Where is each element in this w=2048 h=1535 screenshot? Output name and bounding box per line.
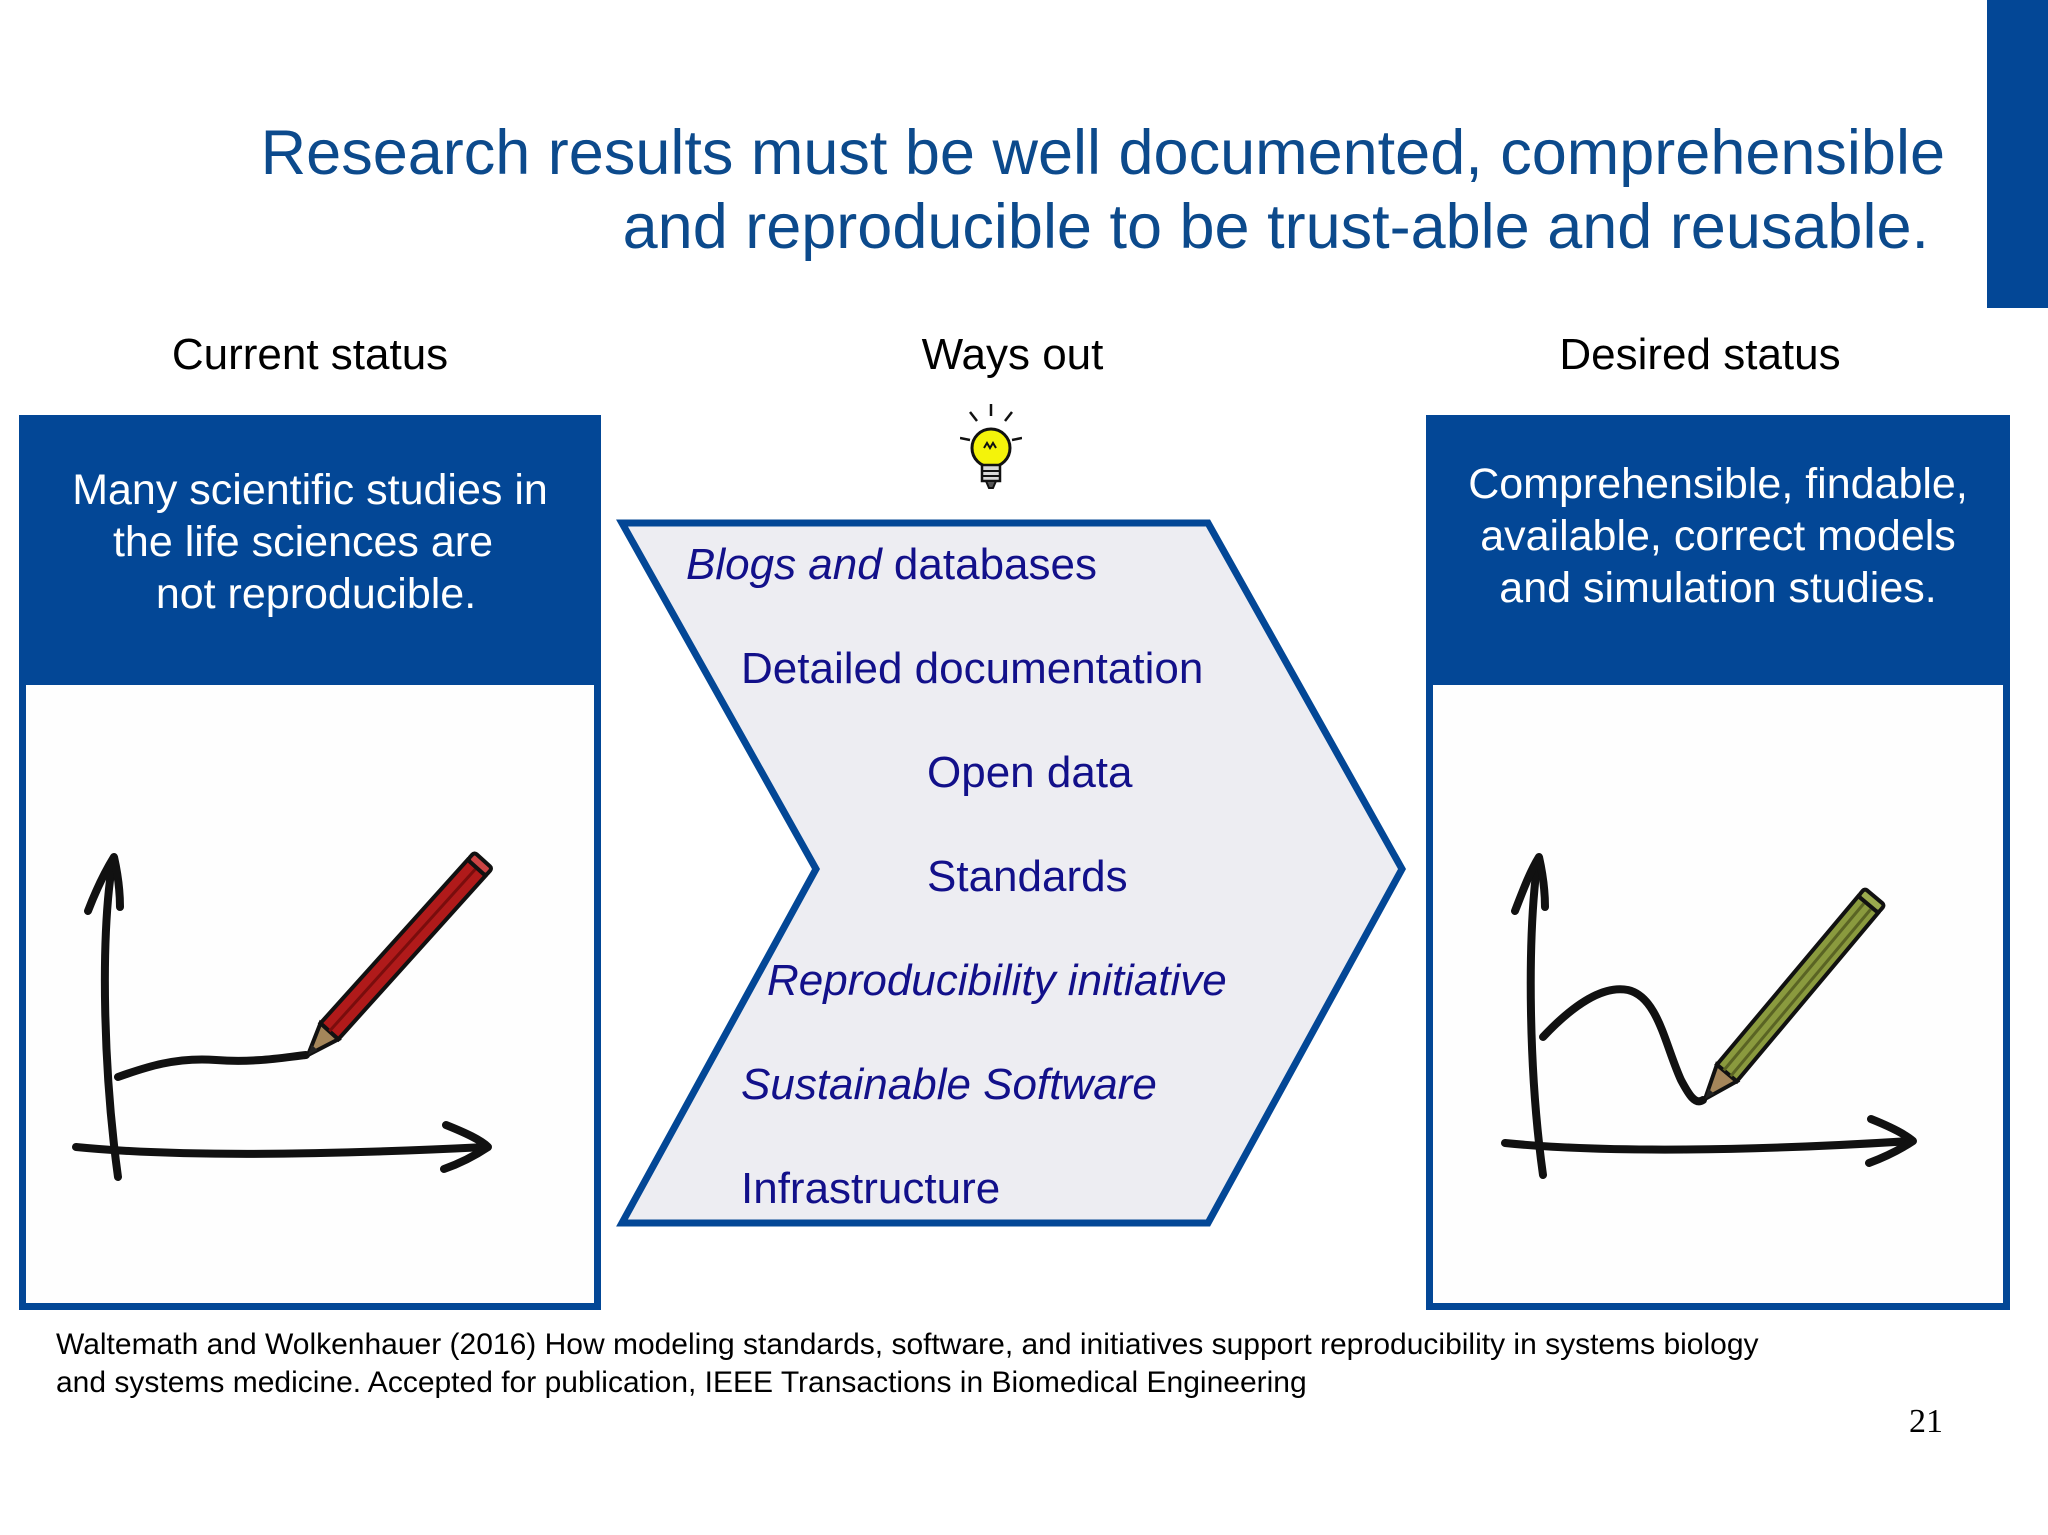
ways-out-heading: Ways out	[921, 330, 1104, 379]
chart-x-axis	[1501, 1137, 1915, 1154]
current-status-panel: Many scientific studies in the life scie…	[19, 415, 601, 1310]
current-status-heading: Current status	[171, 330, 449, 379]
way-item-blogs-databases: Blogs and databases	[686, 540, 1097, 590]
chart-y-axis	[1526, 861, 1547, 1179]
way-item-standards: Standards	[927, 852, 1128, 901]
current-status-line-1: Many scientific studies in	[72, 466, 548, 514]
chart-y-arrowhead	[1511, 853, 1549, 915]
desired-status-box: Comprehensible, findable, available, cor…	[1433, 422, 2003, 685]
way-item-reproducibility: Reproducibility initiative	[767, 956, 1227, 1005]
accent-bar	[1987, 0, 2048, 308]
way-item-blogs-rest: databases	[881, 540, 1097, 589]
chart-flat-curve	[114, 1051, 310, 1081]
citation-line-2: and systems medicine. Accepted for publi…	[56, 1366, 1307, 1399]
chart-x-arrowhead	[440, 1121, 492, 1173]
flat-line-chart-with-red-pencil-icon	[72, 851, 493, 1181]
desired-status-line-1: Comprehensible, findable,	[1468, 460, 1968, 508]
chart-x-axis	[72, 1143, 490, 1158]
ways-out-chevron	[616, 519, 1407, 1227]
citation-line-1: Waltemath and Wolkenhauer (2016) How mod…	[56, 1328, 1759, 1361]
desired-status-heading: Desired status	[1559, 330, 1841, 379]
way-item-documentation: Detailed documentation	[741, 644, 1204, 693]
chart-y-arrowhead	[84, 853, 124, 915]
desired-status-line-3: and simulation studies.	[1499, 564, 1937, 612]
way-item-software: Sustainable Software	[741, 1060, 1157, 1109]
slide-title-line-2: and reproducible to be trust-able and re…	[622, 192, 1929, 262]
way-item-open-data: Open data	[927, 748, 1133, 797]
current-status-box: Many scientific studies in the life scie…	[26, 422, 594, 685]
green-pencil-icon	[1701, 887, 1886, 1104]
page-number: 21	[1909, 1403, 1943, 1440]
citation: Waltemath and Wolkenhauer (2016) How mod…	[56, 1326, 1759, 1402]
way-item-infrastructure: Infrastructure	[741, 1164, 1001, 1213]
curved-line-chart-with-green-pencil-icon	[1501, 853, 1917, 1179]
desired-status-panel: Comprehensible, findable, available, cor…	[1426, 415, 2010, 1310]
way-item-blogs-lead: Blogs and	[686, 540, 882, 589]
chart-curve	[1539, 985, 1707, 1106]
chart-y-axis	[100, 861, 122, 1181]
red-pencil-icon	[304, 851, 493, 1060]
slide-title-line-1: Research results must be well documented…	[260, 118, 1945, 188]
chart-x-arrowhead	[1865, 1115, 1917, 1167]
current-status-line-3: not reproducible.	[155, 570, 477, 618]
lightbulb-icon	[960, 404, 1022, 489]
current-status-line-2: the life sciences are	[112, 518, 494, 566]
desired-status-line-2: available, correct models	[1480, 512, 1956, 560]
